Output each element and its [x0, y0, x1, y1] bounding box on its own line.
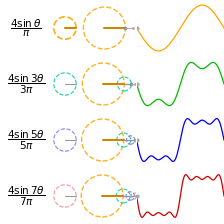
Text: $\dfrac{4\sin5\theta}{5\pi}$: $\dfrac{4\sin5\theta}{5\pi}$	[7, 128, 45, 152]
Text: $\dfrac{4\sin\theta}{\pi}$: $\dfrac{4\sin\theta}{\pi}$	[10, 17, 41, 39]
Text: $\dfrac{4\sin3\theta}{3\pi}$: $\dfrac{4\sin3\theta}{3\pi}$	[7, 72, 45, 96]
Text: $\dfrac{4\sin7\theta}{7\pi}$: $\dfrac{4\sin7\theta}{7\pi}$	[7, 184, 45, 208]
